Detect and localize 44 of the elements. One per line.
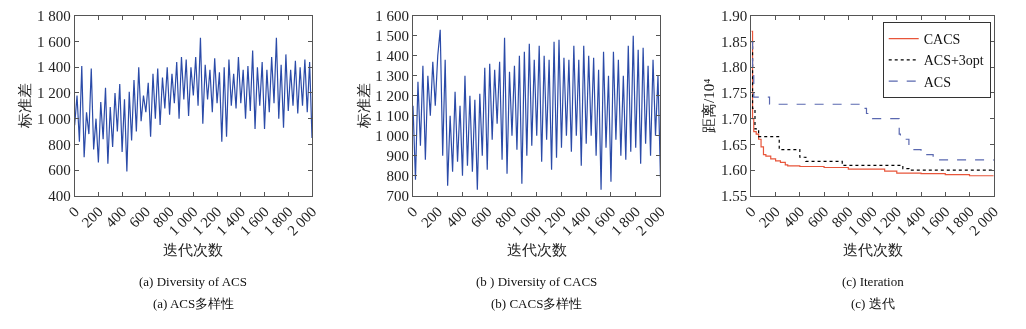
- y-tick-label: 700: [386, 188, 409, 205]
- y-tick-label: 1 100: [375, 108, 409, 125]
- text: (b ) Diversity of CACS: [476, 274, 598, 289]
- y-tick-label: 1.55: [721, 188, 748, 205]
- y-tick-label: 1 400: [375, 48, 409, 65]
- y-axis-title: 距离/10⁴: [701, 78, 718, 134]
- legend-label: ACS+3opt: [923, 53, 984, 69]
- text: (a) Diversity of ACS: [139, 274, 247, 289]
- y-axis-title: 标准差: [355, 83, 372, 130]
- y-tick-label: 1.80: [721, 59, 748, 76]
- y-tick-label: 1.75: [721, 85, 748, 102]
- text: (c) Iteration: [842, 274, 905, 289]
- text: (a) ACS多样性: [153, 296, 235, 311]
- y-tick-label: 600: [48, 162, 71, 179]
- y-tick-label: 1 200: [375, 88, 409, 105]
- x-tick-label: 600: [467, 203, 495, 231]
- y-tick-label: 1 300: [375, 68, 409, 85]
- x-axis-title: 迭代次数: [506, 241, 567, 258]
- y-tick-label: 1 400: [36, 59, 71, 76]
- text: (c) 迭代: [851, 296, 895, 311]
- y-tick-label: 1 600: [375, 8, 409, 25]
- y-tick-label: 1.90: [721, 8, 748, 25]
- x-axis-title: 迭代次数: [163, 241, 224, 258]
- y-tick-label: 1.60: [721, 162, 748, 179]
- y-tick-label: 800: [386, 168, 409, 185]
- y-tick-label: 1 000: [36, 110, 71, 127]
- y-tick-label: 1.70: [721, 110, 748, 127]
- line-series: [413, 29, 661, 191]
- line-series: [74, 37, 312, 172]
- y-tick-label: 1 500: [375, 28, 409, 45]
- y-tick-label: 1.65: [721, 136, 748, 153]
- y-axis-title: 标准差: [17, 83, 34, 130]
- y-tick-label: 1 800: [36, 8, 71, 25]
- y-tick-label: 1 200: [36, 85, 71, 102]
- y-tick-label: 1 000: [375, 128, 409, 145]
- y-tick-label: 800: [48, 136, 71, 153]
- legend-label: CACS: [923, 32, 961, 48]
- y-tick-label: 900: [386, 148, 409, 165]
- text: (b) CACS多样性: [491, 296, 583, 311]
- x-axis-title: 迭代次数: [842, 241, 903, 258]
- legend-label: ACS: [923, 74, 951, 90]
- y-tick-label: 1 600: [36, 33, 71, 50]
- y-tick-label: 400: [48, 188, 71, 205]
- y-tick-label: 1.85: [721, 33, 748, 50]
